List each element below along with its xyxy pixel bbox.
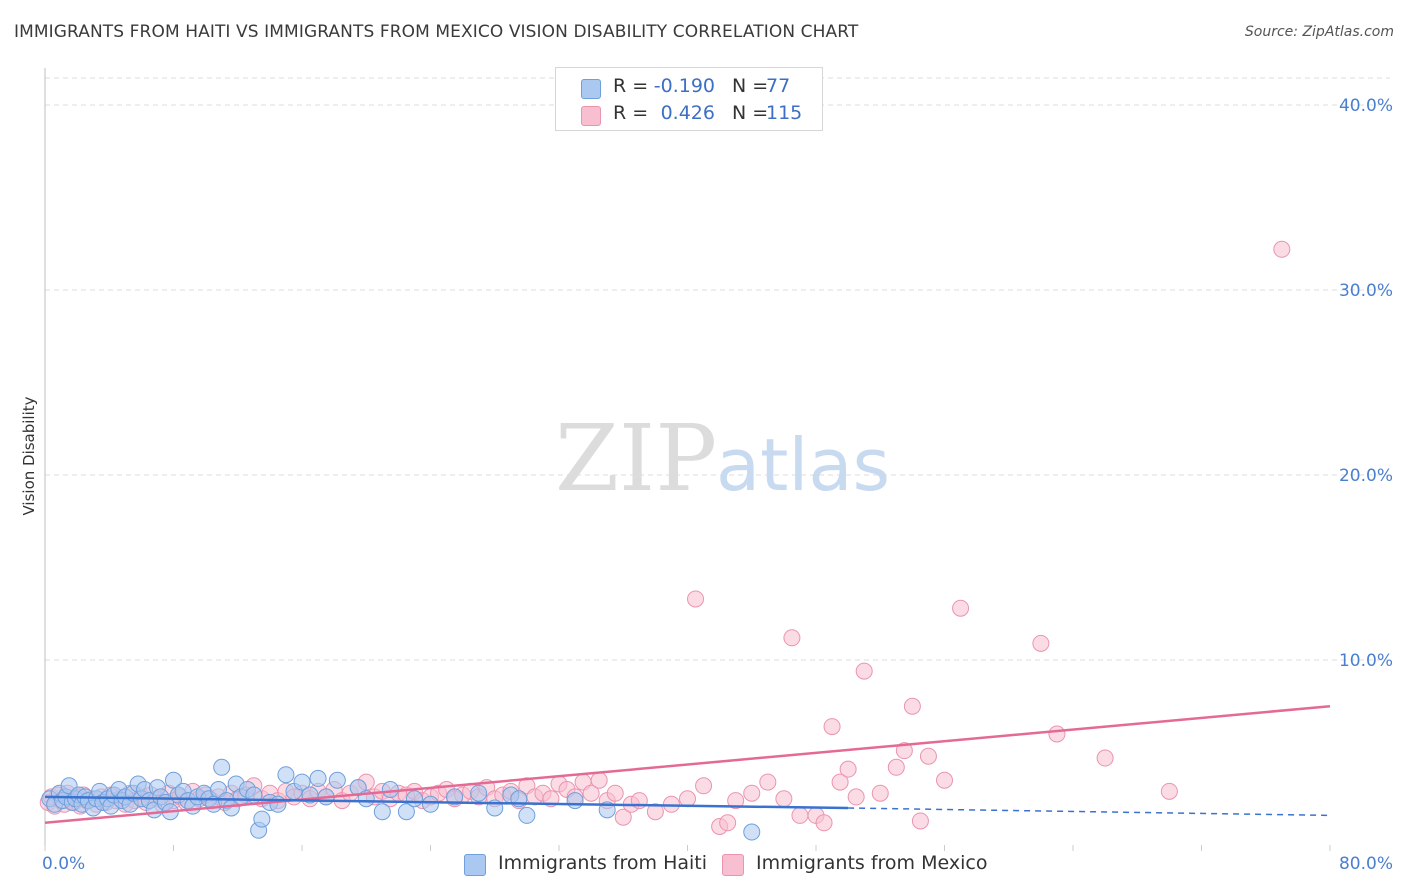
source-credit: Source: ZipAtlas.com bbox=[1244, 24, 1394, 40]
mexico-legend-label: Immigrants from Mexico bbox=[756, 852, 988, 874]
mexico-point bbox=[815, 814, 833, 832]
haiti-point bbox=[253, 810, 271, 828]
mexico-point bbox=[687, 590, 705, 608]
mexico-point bbox=[936, 771, 953, 789]
mexico-point bbox=[847, 788, 865, 806]
mexico-swatch bbox=[581, 106, 601, 126]
mexico-n-value: 115 bbox=[766, 102, 803, 124]
mexico-point bbox=[743, 784, 761, 802]
mexico-point bbox=[855, 662, 873, 680]
mexico-point bbox=[895, 742, 913, 760]
x-tick-labels: 0.0% 80.0% bbox=[42, 854, 1393, 874]
mexico-point bbox=[1048, 725, 1066, 743]
legend-row-mexico: R = 0.426 N = 115 bbox=[556, 102, 822, 128]
watermark: ZIP atlas bbox=[555, 405, 890, 512]
y-tick-label: 30.0% bbox=[1339, 281, 1393, 301]
haiti-point bbox=[213, 758, 231, 776]
mexico-point bbox=[831, 773, 849, 791]
haiti-point bbox=[397, 803, 415, 821]
haiti-point bbox=[328, 771, 346, 789]
mexico-point bbox=[952, 599, 970, 617]
mexico-point bbox=[590, 771, 608, 789]
mexico-point bbox=[911, 812, 929, 830]
haiti-legend-swatch bbox=[464, 854, 486, 876]
haiti-point bbox=[518, 806, 536, 824]
y-tick-label: 20.0% bbox=[1339, 466, 1393, 486]
mexico-point bbox=[775, 790, 793, 808]
haiti-trend-extension bbox=[848, 807, 1331, 817]
mexico-point bbox=[783, 629, 801, 647]
mexico-point bbox=[823, 718, 841, 736]
haiti-n-value: 77 bbox=[766, 75, 791, 97]
haiti-point bbox=[743, 823, 761, 841]
mexico-point bbox=[1160, 782, 1178, 800]
haiti-point bbox=[566, 792, 584, 810]
trend-lines bbox=[44, 705, 1331, 825]
mexico-r-label: R = bbox=[613, 102, 649, 124]
correlation-legend: R = -0.190 N = 77 R = 0.426 N = 115 bbox=[555, 67, 823, 131]
mexico-point bbox=[582, 784, 600, 802]
mexico-point bbox=[919, 747, 937, 765]
haiti-point bbox=[309, 769, 327, 787]
y-tick-labels: 10.0% 20.0% 30.0% 40.0% bbox=[1339, 96, 1393, 671]
mexico-point bbox=[1273, 240, 1291, 258]
mexico-point bbox=[719, 814, 737, 832]
mexico-r-value: 0.426 bbox=[660, 102, 715, 124]
mexico-point bbox=[646, 803, 664, 821]
mexico-point bbox=[791, 806, 809, 824]
y-axis-label: Vision Disability bbox=[20, 396, 38, 515]
mexico-point bbox=[1096, 749, 1114, 767]
legend-row-haiti: R = -0.190 N = 77 bbox=[556, 75, 822, 101]
x-tick-marks bbox=[44, 845, 1331, 851]
mexico-point bbox=[727, 792, 745, 810]
gridlines bbox=[45, 77, 1390, 661]
mexico-point bbox=[695, 777, 713, 795]
watermark-zip: ZIP bbox=[555, 405, 717, 512]
mexico-point bbox=[606, 784, 624, 802]
haiti-r-value: -0.190 bbox=[653, 75, 715, 97]
haiti-point bbox=[470, 784, 488, 802]
mexico-n-label: N = bbox=[732, 102, 769, 124]
haiti-trend-line bbox=[44, 795, 849, 810]
mexico-trend-line bbox=[44, 705, 1331, 825]
watermark-atlas: atlas bbox=[716, 423, 890, 507]
mexico-point bbox=[614, 808, 632, 826]
x-tick-label: 0.0% bbox=[42, 854, 85, 874]
mexico-series-points bbox=[39, 240, 1291, 835]
haiti-point bbox=[405, 790, 423, 808]
haiti-point bbox=[381, 781, 399, 798]
haiti-point bbox=[422, 795, 439, 813]
haiti-point bbox=[446, 788, 464, 806]
haiti-point bbox=[269, 795, 287, 813]
mexico-point bbox=[679, 790, 696, 808]
x-tick-label: 80.0% bbox=[1339, 854, 1393, 874]
mexico-point bbox=[903, 697, 921, 715]
mexico-point bbox=[887, 758, 905, 776]
haiti-n-label: N = bbox=[732, 75, 769, 97]
haiti-point bbox=[293, 773, 311, 791]
haiti-r-label: R = bbox=[613, 75, 649, 97]
chart-title: IMMIGRANTS FROM HAITI VS IMMIGRANTS FROM… bbox=[14, 22, 859, 42]
haiti-point bbox=[277, 766, 295, 784]
y-tick-label: 10.0% bbox=[1339, 651, 1393, 671]
mexico-legend-swatch bbox=[722, 854, 744, 876]
mexico-point bbox=[1032, 634, 1050, 652]
mexico-point bbox=[839, 760, 857, 778]
haiti-swatch bbox=[581, 79, 601, 99]
haiti-legend-label: Immigrants from Haiti bbox=[498, 852, 708, 874]
y-tick-label: 40.0% bbox=[1339, 96, 1393, 116]
mexico-point bbox=[759, 773, 777, 791]
mexico-point bbox=[871, 784, 889, 802]
haiti-point bbox=[373, 803, 391, 821]
